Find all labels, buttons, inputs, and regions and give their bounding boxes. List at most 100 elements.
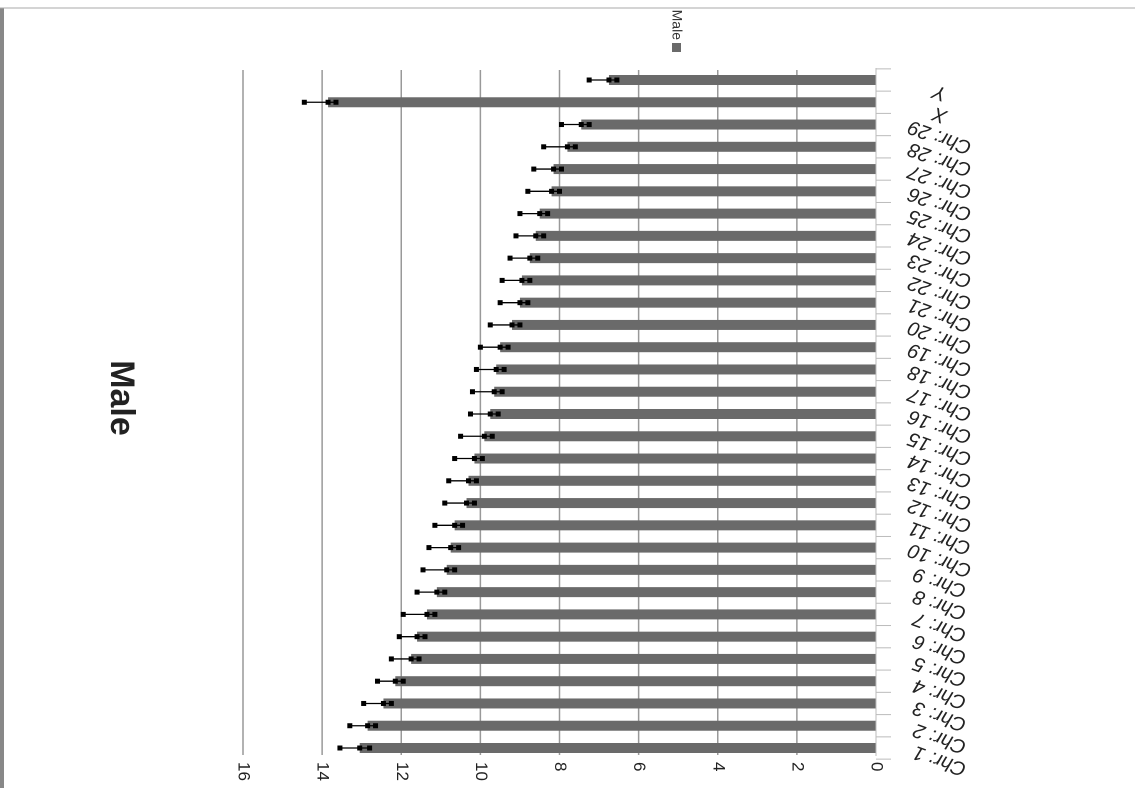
bar-value-marker	[434, 589, 440, 595]
error-cap-plus	[507, 255, 513, 261]
value-axis	[875, 68, 891, 760]
bar-value-marker	[365, 723, 371, 729]
bar-value-marker	[487, 411, 493, 417]
bar-value-marker	[517, 300, 523, 306]
error-cap-minus	[388, 700, 394, 706]
legend-swatch-male	[672, 43, 681, 52]
error-cap-minus	[517, 322, 523, 328]
error-cap-plus	[467, 411, 473, 417]
bar-value-marker	[578, 122, 584, 128]
bar-value-marker	[493, 366, 499, 372]
error-cap-minus	[541, 233, 547, 239]
bar-chr-19	[500, 342, 876, 353]
bar-value-marker	[519, 277, 525, 283]
error-cap-plus	[458, 433, 464, 439]
error-cap-plus	[517, 211, 523, 217]
error-cap-plus	[477, 344, 483, 350]
bar-chr-1	[359, 743, 877, 753]
error-cap-plus	[452, 456, 458, 462]
error-cap-minus	[456, 545, 462, 551]
error-cap-minus	[452, 567, 458, 573]
error-cap-minus	[416, 656, 422, 662]
bar-chr-20	[512, 319, 876, 330]
error-cap-plus	[446, 478, 452, 484]
bar-chr-12	[466, 498, 876, 509]
tick-label-16: 16	[235, 762, 254, 781]
bar-series-male	[328, 75, 877, 753]
bar-value-marker	[527, 255, 533, 261]
bar-value-marker	[424, 611, 430, 617]
error-cap-minus	[586, 122, 592, 128]
error-cap-plus	[347, 723, 353, 729]
bar-chr-10	[450, 542, 876, 553]
error-cap-minus	[432, 611, 438, 617]
bar-chr-14	[474, 453, 876, 464]
bar-chr-26	[551, 186, 876, 197]
bar-value-marker	[606, 77, 612, 83]
error-cap-plus	[541, 144, 547, 150]
tick-label-12: 12	[393, 762, 412, 781]
bar-value-marker	[537, 211, 543, 217]
bar-value-marker	[325, 99, 331, 105]
bar-value-marker	[564, 144, 570, 150]
error-cap-minus	[422, 634, 428, 640]
error-cap-minus	[460, 522, 466, 528]
tick-label-10: 10	[472, 762, 491, 781]
error-cap-plus	[497, 300, 503, 306]
error-cap-minus	[525, 300, 531, 306]
error-cap-minus	[558, 166, 564, 172]
bar-value-marker	[466, 478, 472, 484]
error-cap-minus	[535, 255, 541, 261]
error-cap-plus	[586, 77, 592, 83]
bar-chr-18	[496, 364, 876, 375]
bar-chr-3	[383, 698, 876, 709]
bar-chr-24	[535, 230, 876, 241]
bar-chr-23	[529, 253, 876, 264]
bar-chr-15	[484, 431, 876, 442]
error-cap-minus	[557, 188, 562, 194]
error-cap-plus	[513, 233, 519, 239]
error-cap-plus	[469, 389, 475, 395]
bar-value-marker	[509, 322, 515, 328]
error-cap-minus	[479, 456, 485, 462]
bar-chr-22	[521, 275, 876, 286]
bar-value-marker	[380, 700, 386, 706]
error-cap-minus	[473, 478, 479, 484]
bar-chr-29	[581, 119, 876, 130]
tick-label-6: 6	[630, 762, 649, 771]
error-cap-plus	[400, 611, 406, 617]
error-bars	[301, 77, 620, 751]
tick-label-0: 0	[868, 762, 887, 771]
bar-chr-13	[468, 475, 876, 486]
chart-title: Male	[103, 360, 141, 436]
error-cap-minus	[572, 144, 578, 150]
bar-value-marker	[471, 456, 477, 462]
error-cap-minus	[545, 211, 551, 217]
bar-chr-21	[519, 297, 876, 308]
bar-chr-27	[553, 164, 876, 175]
error-cap-minus	[367, 745, 373, 751]
error-cap-plus	[432, 522, 438, 528]
bar-chr-8	[436, 587, 876, 598]
error-cap-minus	[499, 389, 505, 395]
bar-x	[328, 97, 876, 108]
category-label: X	[929, 102, 951, 128]
error-cap-plus	[388, 656, 394, 662]
bar-value-marker	[448, 545, 454, 551]
error-cap-minus	[400, 678, 406, 684]
error-cap-plus	[499, 277, 505, 283]
bar-chr-16	[490, 409, 876, 419]
bar-chr-2	[367, 720, 876, 731]
bar-chr-4	[395, 676, 876, 687]
value-tick-labels: 0 2 4 6 8 10 12 14 16	[235, 762, 887, 781]
bar-value-marker	[497, 344, 503, 350]
error-cap-plus	[442, 500, 448, 506]
bar-chr-28	[567, 141, 876, 152]
bar-value-marker	[408, 656, 414, 662]
bar-value-marker	[491, 389, 497, 395]
bar-chr-5	[411, 653, 876, 664]
bar-value-marker	[549, 188, 555, 194]
error-cap-plus	[420, 567, 426, 573]
bar-y	[608, 75, 876, 85]
bar-chr-17	[494, 386, 876, 397]
